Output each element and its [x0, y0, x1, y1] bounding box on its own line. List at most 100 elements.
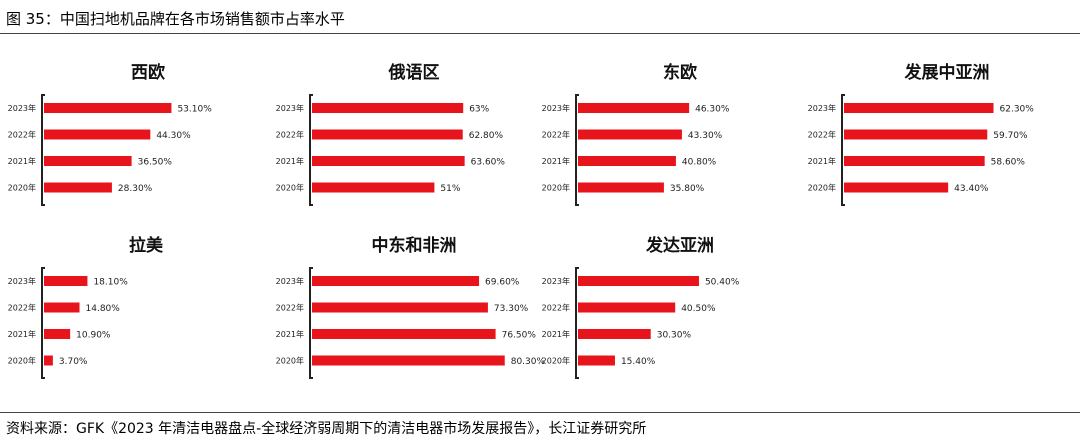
source-note: 资料来源：GFK《2023 年清洁电器盘点-全球经济弱周期下的清洁电器市场发展报…: [6, 421, 647, 437]
tick-label: 2021年: [276, 156, 304, 166]
tick-label: 2023年: [542, 276, 570, 286]
bar: [312, 182, 435, 193]
data-label: 51%: [440, 184, 460, 194]
tick-label: 2023年: [276, 103, 304, 113]
data-label: 58.60%: [991, 158, 1026, 168]
chart-title: 拉美: [129, 235, 164, 256]
data-label: 46.30%: [695, 105, 730, 115]
tick-label: 2023年: [276, 276, 304, 286]
chart-title: 东欧: [663, 62, 697, 83]
bar: [44, 129, 151, 140]
data-label: 40.80%: [682, 158, 717, 168]
tick-label: 2022年: [276, 303, 304, 313]
data-label: 63.60%: [471, 158, 506, 168]
tick-label: 2020年: [276, 183, 304, 193]
data-label: 28.30%: [118, 184, 153, 194]
data-label: 69.60%: [485, 278, 520, 288]
y-axis-line: [41, 94, 45, 206]
bar: [44, 355, 53, 366]
tick-label: 2023年: [808, 103, 836, 113]
bar: [844, 182, 949, 193]
bar: [578, 276, 699, 286]
chart-title: 发展中亚洲: [904, 62, 990, 83]
bar: [312, 129, 463, 140]
data-label: 15.40%: [621, 357, 656, 367]
tick-label: 2021年: [8, 156, 36, 166]
tick-label: 2021年: [276, 329, 304, 339]
chart-title: 俄语区: [388, 62, 440, 83]
tick-label: 2021年: [808, 156, 836, 166]
tick-label: 2022年: [542, 130, 570, 140]
bar: [578, 355, 615, 366]
bar: [312, 329, 496, 339]
y-axis-line: [309, 267, 313, 379]
chart-title: 中东和非洲: [372, 235, 457, 256]
bar: [312, 355, 505, 366]
y-axis-line: [41, 267, 45, 379]
data-label: 10.90%: [76, 331, 111, 341]
tick-label: 2022年: [8, 303, 36, 313]
y-axis-line: [841, 94, 845, 206]
data-label: 18.10%: [93, 278, 128, 288]
y-axis-line: [575, 94, 579, 206]
bar: [44, 302, 80, 313]
data-label: 43.30%: [688, 131, 723, 141]
bar: [44, 103, 172, 113]
tick-label: 2020年: [8, 183, 36, 193]
bar: [844, 129, 988, 140]
data-label: 63%: [469, 105, 489, 115]
tick-label: 2021年: [542, 329, 570, 339]
bar: [578, 156, 676, 166]
chart-title: 西欧: [131, 62, 165, 83]
tick-label: 2023年: [542, 103, 570, 113]
tick-label: 2020年: [542, 183, 570, 193]
data-label: 50.40%: [705, 278, 740, 288]
y-axis-line: [309, 94, 313, 206]
bar: [312, 156, 465, 166]
bar: [844, 103, 994, 113]
data-label: 44.30%: [156, 131, 191, 141]
data-label: 30.30%: [657, 331, 692, 341]
bar: [844, 156, 985, 166]
data-label: 62.30%: [1000, 105, 1035, 115]
data-label: 73.30%: [494, 304, 529, 314]
bar: [44, 276, 88, 286]
data-label: 59.70%: [993, 131, 1028, 141]
tick-label: 2021年: [8, 329, 36, 339]
data-label: 43.40%: [954, 184, 989, 194]
charts-canvas: 西欧 2023年 53.10% 2022年 44.30% 2021年 36.50% 2020年…: [8, 62, 1035, 379]
tick-label: 2020年: [276, 356, 304, 366]
bar: [44, 156, 132, 166]
data-label: 80.30%: [511, 357, 546, 367]
y-axis-line: [575, 267, 579, 379]
tick-label: 2023年: [8, 276, 36, 286]
tick-label: 2020年: [8, 356, 36, 366]
bottom-divider: [0, 412, 1080, 413]
bar: [578, 329, 651, 339]
bar: [578, 182, 664, 193]
bar: [312, 103, 464, 113]
data-label: 40.50%: [681, 304, 716, 314]
chart-title: 发达亚洲: [645, 235, 714, 256]
top-divider: [0, 33, 1080, 34]
bar: [44, 182, 112, 193]
bar: [578, 103, 690, 113]
tick-label: 2022年: [276, 130, 304, 140]
bar: [44, 329, 71, 339]
data-label: 62.80%: [469, 131, 504, 141]
tick-label: 2022年: [808, 130, 836, 140]
tick-label: 2023年: [8, 103, 36, 113]
figure-title: 图 35：中国扫地机品牌在各市场销售额市占率水平: [6, 10, 345, 28]
tick-label: 2020年: [542, 356, 570, 366]
tick-label: 2022年: [542, 303, 570, 313]
data-label: 3.70%: [59, 357, 88, 367]
bar: [312, 276, 480, 286]
bar: [312, 302, 488, 313]
data-label: 14.80%: [86, 304, 121, 314]
bar: [578, 129, 682, 140]
tick-label: 2022年: [8, 130, 36, 140]
data-label: 36.50%: [138, 158, 173, 168]
data-label: 53.10%: [177, 105, 212, 115]
bar: [578, 302, 676, 313]
tick-label: 2020年: [808, 183, 836, 193]
